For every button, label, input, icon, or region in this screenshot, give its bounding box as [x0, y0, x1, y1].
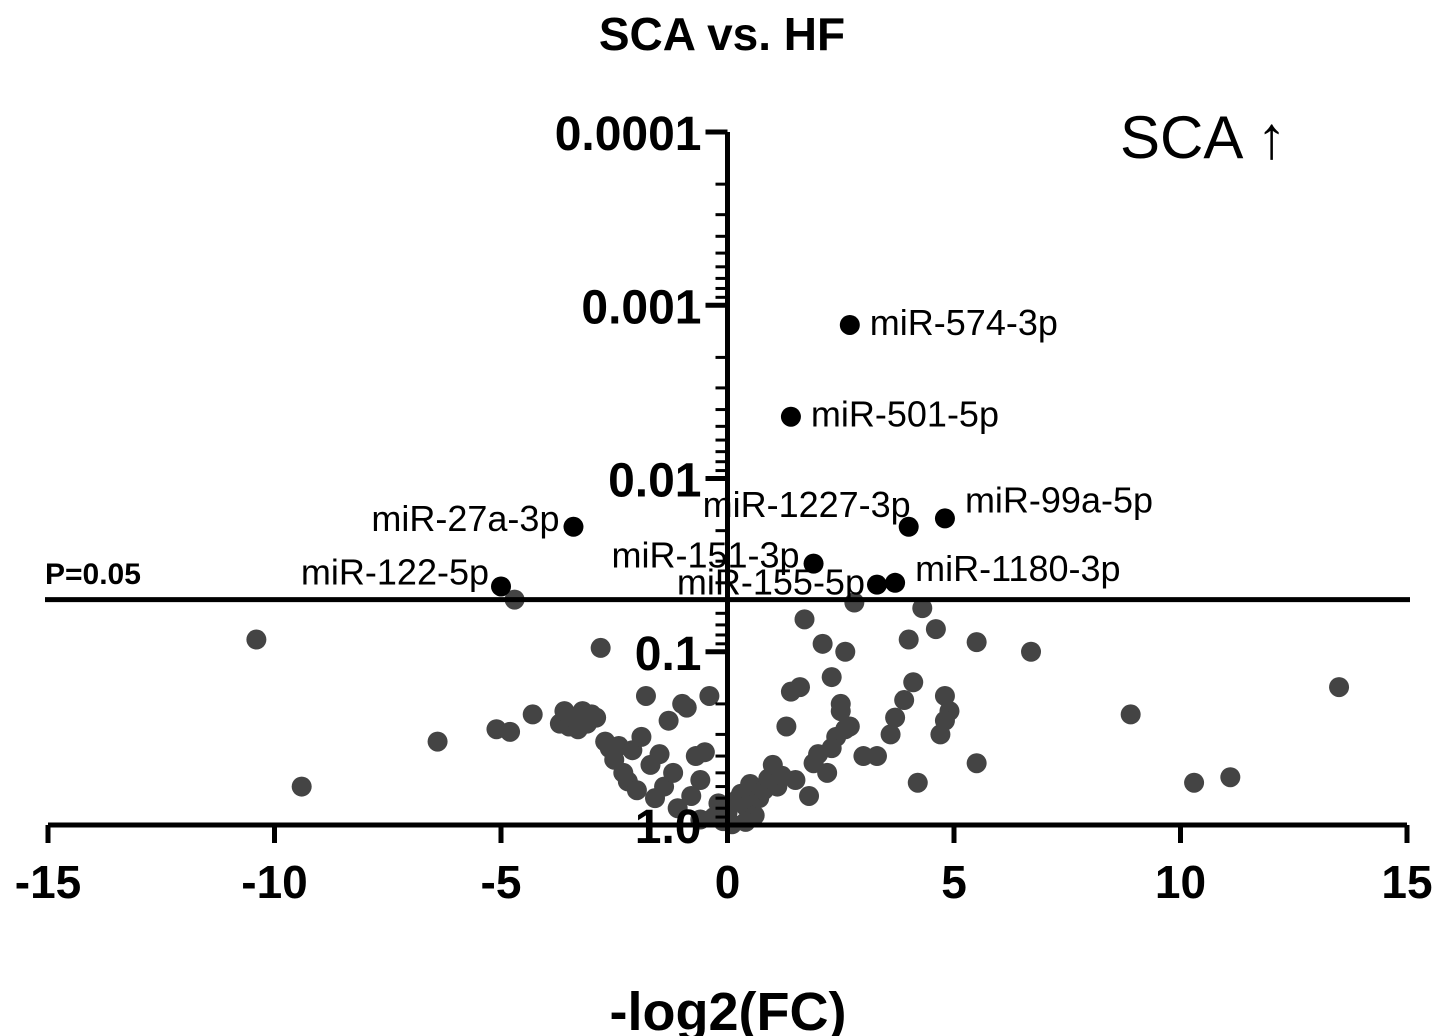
significant-point [885, 572, 906, 593]
y-tick-label: 1.0 [635, 801, 702, 854]
threshold-label: P=0.05 [45, 558, 141, 591]
data-point [894, 690, 915, 711]
data-point [880, 724, 901, 745]
data-point [885, 707, 906, 728]
x-tick-label: 15 [1381, 856, 1432, 908]
data-point [735, 811, 756, 832]
x-tick-label: 10 [1155, 856, 1206, 908]
data-point [291, 776, 312, 797]
data-point [676, 697, 697, 718]
x-tick-label: -5 [481, 856, 522, 908]
data-point [649, 744, 670, 765]
y-tick-label: 0.001 [581, 281, 701, 334]
data-point [966, 632, 987, 653]
data-point [776, 716, 797, 737]
data-point [1329, 677, 1350, 698]
annotation-label: SCA ↑ [1120, 104, 1287, 171]
data-point [635, 685, 656, 706]
data-point [658, 710, 679, 731]
data-point [522, 704, 543, 725]
x-axis-title: -log2(FC) [610, 982, 847, 1036]
data-point [817, 762, 838, 783]
data-point [1184, 772, 1205, 793]
point-label: miR-122-5p [301, 551, 489, 592]
x-tick-label: 5 [941, 856, 967, 908]
data-point [866, 746, 887, 767]
data-point [794, 609, 815, 630]
data-point [903, 672, 924, 693]
point-label: miR-151-3p [611, 535, 799, 576]
point-label: miR-155-5p [677, 562, 865, 603]
data-point [966, 753, 987, 774]
significant-point [491, 576, 511, 597]
point-label: miR-501-5p [811, 394, 999, 435]
data-point [835, 719, 856, 740]
significant-point [898, 516, 919, 537]
data-point [934, 685, 955, 706]
data-point [667, 798, 688, 819]
data-point [799, 785, 820, 806]
data-point [586, 707, 607, 728]
point-label: miR-27a-3p [371, 498, 559, 539]
data-point [246, 629, 267, 650]
data-point [934, 710, 955, 731]
data-point [1120, 704, 1141, 725]
point-label: miR-1227-3p [703, 484, 911, 525]
x-tick-label: 0 [715, 856, 741, 908]
y-tick-label: 0.01 [608, 455, 701, 508]
x-tick-label: -10 [241, 856, 307, 908]
data-point [898, 629, 919, 650]
data-point [694, 742, 715, 763]
data-point [631, 726, 652, 747]
significant-point [803, 553, 824, 574]
y-tick-label: 0.0001 [555, 108, 702, 161]
data-point [835, 641, 856, 662]
data-point [925, 619, 946, 640]
data-point [789, 677, 810, 698]
data-point [500, 721, 521, 742]
significant-point [866, 574, 887, 595]
data-point [1021, 641, 1042, 662]
point-label: miR-574-3p [870, 302, 1058, 343]
y-tick-label: 0.1 [635, 628, 702, 681]
significant-point [934, 508, 955, 529]
data-point [590, 637, 611, 658]
data-point [830, 693, 851, 714]
data-point [1220, 767, 1241, 788]
point-label: miR-1180-3p [915, 548, 1120, 589]
data-point [907, 772, 928, 793]
data-point [663, 762, 684, 783]
data-point [427, 731, 448, 752]
data-point [821, 738, 842, 759]
data-point [681, 785, 702, 806]
plot-area: -15 -10 -5 0 5 10 15 0.0001 0.001 0.01 0.1 1.0 miR-5… [15, 108, 1433, 908]
data-point [690, 770, 711, 791]
point-label: miR-99a-5p [965, 479, 1153, 520]
significant-point [839, 314, 860, 335]
data-point [626, 780, 647, 801]
significant-point [563, 516, 584, 537]
data-point [821, 667, 842, 688]
x-tick-label: -15 [15, 856, 81, 908]
data-point [699, 685, 720, 706]
data-point [812, 633, 833, 654]
data-point [785, 770, 806, 791]
chart-title: SCA vs. HF [599, 8, 845, 60]
significant-point [780, 406, 801, 427]
data-point [912, 598, 933, 619]
